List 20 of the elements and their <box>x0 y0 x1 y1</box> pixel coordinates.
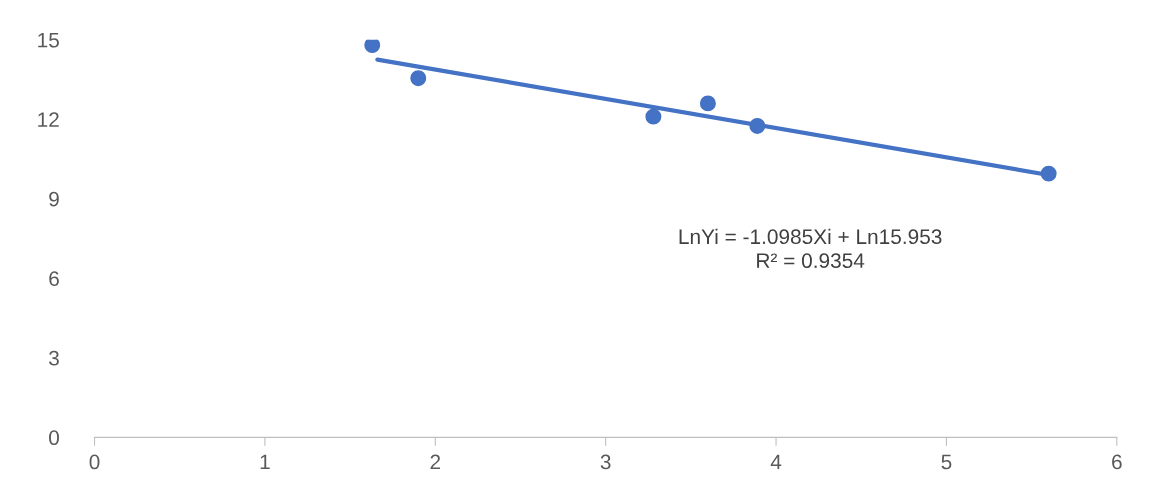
y-tick-label: 0 <box>49 430 59 446</box>
x-tick-label: 2 <box>430 454 441 470</box>
x-tick-label: 5 <box>941 454 952 470</box>
y-tick-label: 15 <box>38 32 59 48</box>
x-tick-label: 4 <box>770 454 782 470</box>
y-tick-label: 6 <box>49 271 59 287</box>
y-tick-label: 12 <box>38 112 59 127</box>
x-tick-label: 3 <box>600 454 611 470</box>
point <box>645 108 662 125</box>
annotation: LnYi = -1.0985Xi + Ln15.953 R² = 0.9354 <box>679 228 942 269</box>
x-tick-label: 0 <box>89 454 100 470</box>
point <box>699 95 716 112</box>
point <box>364 39 381 54</box>
y-tick-label: 9 <box>49 191 59 207</box>
y-tick-label: 3 <box>49 350 59 366</box>
x-tick-label: 1 <box>260 454 270 470</box>
point <box>1040 165 1057 182</box>
point <box>749 117 766 134</box>
point <box>410 70 427 87</box>
x-tick-label: 6 <box>1112 454 1122 470</box>
